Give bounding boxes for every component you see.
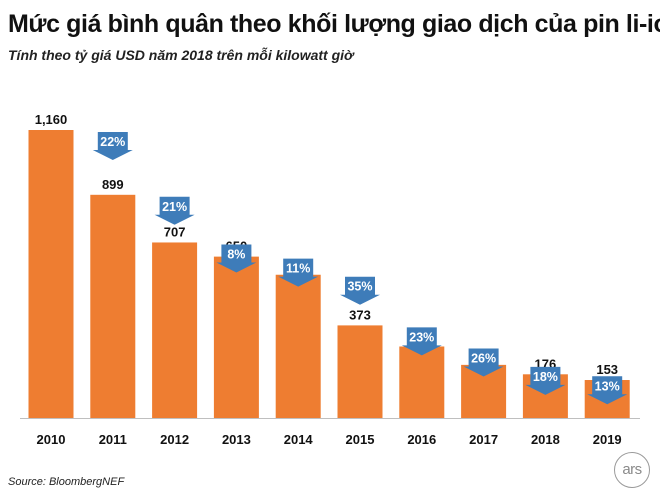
drop-label-2016: 23% <box>409 330 434 344</box>
drop-arrow-2012 <box>154 196 195 225</box>
value-label-2011: 899 <box>102 177 124 192</box>
chart-title: Mức giá bình quân theo khối lượng giao d… <box>8 10 660 38</box>
x-tick-label-2015: 2015 <box>346 432 375 447</box>
x-tick-label-2018: 2018 <box>531 432 560 447</box>
x-tick-label-2011: 2011 <box>99 432 127 447</box>
bar-2010 <box>28 130 74 418</box>
ars-logo: ars <box>614 452 650 488</box>
drop-arrow-2015 <box>340 276 380 305</box>
drop-label-2015: 35% <box>347 280 372 294</box>
bar-2011 <box>90 194 136 418</box>
drop-arrow-2013 <box>216 244 257 273</box>
x-tick-label-2017: 2017 <box>469 432 498 447</box>
drop-arrow-2016 <box>401 327 442 356</box>
x-tick-label-2016: 2016 <box>407 432 436 447</box>
bar-2014 <box>275 274 321 418</box>
logo-text: ars <box>622 460 642 478</box>
value-label-2015: 373 <box>349 307 371 322</box>
drop-arrow-2017 <box>463 348 504 377</box>
x-tick-label-2010: 2010 <box>37 432 66 447</box>
drop-arrow-2018 <box>525 366 566 395</box>
drop-label-2018: 18% <box>533 370 558 384</box>
value-label-2019: 153 <box>596 362 618 377</box>
value-label-2010: 1,160 <box>35 112 68 127</box>
x-tick-label-2012: 2012 <box>160 432 189 447</box>
bar-2016 <box>399 346 445 418</box>
drop-label-2013: 8% <box>227 247 245 261</box>
bar-2012 <box>152 242 198 418</box>
drop-label-2017: 26% <box>471 351 496 365</box>
drop-arrow-2011 <box>92 132 133 160</box>
x-tick-label-2013: 2013 <box>222 432 251 447</box>
source-note: Source: BloombergNEF <box>8 476 125 488</box>
drop-arrow-2019 <box>587 376 628 405</box>
drop-label-2011: 22% <box>100 135 125 149</box>
bar-2013 <box>213 256 259 418</box>
drop-label-2012: 21% <box>162 200 187 214</box>
x-tick-label-2014: 2014 <box>284 432 314 447</box>
x-tick-label-2019: 2019 <box>593 432 622 447</box>
value-label-2012: 707 <box>164 224 186 239</box>
drop-label-2019: 13% <box>595 379 620 393</box>
chart-subtitle: Tính theo tỷ giá USD năm 2018 trên mỗi k… <box>8 47 354 63</box>
drop-label-2014: 11% <box>286 262 310 276</box>
bar-2015 <box>337 325 383 418</box>
drop-arrow-2014 <box>278 258 319 287</box>
